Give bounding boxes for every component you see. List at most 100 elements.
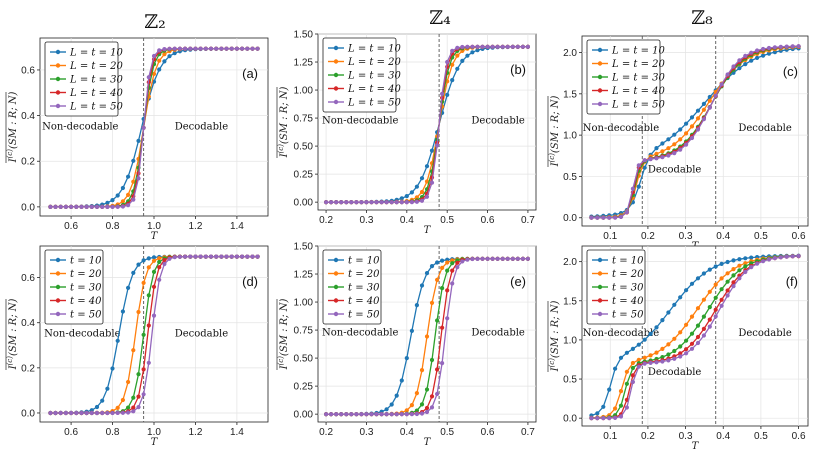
data-point [369, 200, 374, 205]
y-tick-label: 0.5 [563, 375, 577, 386]
data-point [666, 153, 671, 158]
legend-entry: L = t = 20 [347, 57, 401, 68]
data-point [618, 214, 624, 219]
y-tick-label: 0.0 [563, 414, 577, 425]
data-point [701, 117, 707, 122]
data-point [725, 293, 730, 298]
data-point [713, 264, 718, 269]
data-point [475, 44, 480, 49]
data-point [424, 194, 430, 199]
data-point [414, 195, 419, 200]
data-point [766, 51, 772, 56]
legend-entry: t = 20 [348, 269, 380, 280]
legend-marker [55, 49, 61, 55]
x-tick-label: 0.2 [319, 215, 333, 226]
data-point [450, 62, 455, 67]
data-point [713, 93, 718, 98]
y-tick-label: 0.00 [294, 198, 314, 209]
x-tick-label: 0.4 [400, 427, 414, 438]
legend-box [44, 41, 119, 117]
data-point [749, 265, 754, 270]
legend-marker [55, 103, 61, 109]
data-point [660, 155, 665, 160]
data-point [89, 410, 94, 416]
data-point [450, 258, 455, 263]
y-axis-label: I(c)(SM : R; N) [548, 96, 561, 168]
data-point [245, 254, 250, 259]
legend-marker [597, 74, 603, 80]
x-tick-label: 0.4 [716, 431, 730, 442]
data-point [146, 265, 151, 270]
data-point [701, 333, 707, 338]
y-tick-label: 1.0 [563, 131, 577, 142]
data-point [435, 391, 440, 397]
legend-entry: L = t = 20 [611, 59, 665, 70]
region-label: Non-decodable [44, 328, 120, 339]
legend: t = 10 t = 20 t = 30 t = 40 t = 50 [322, 249, 382, 325]
data-point [719, 297, 724, 302]
data-point [636, 163, 641, 168]
data-point [701, 101, 707, 106]
data-point [630, 365, 636, 371]
data-point [684, 142, 689, 147]
y-axis-label: I(c)(SM : R; N) [548, 301, 561, 373]
data-point [404, 412, 409, 417]
data-point [737, 268, 742, 273]
legend: L = t = 10 L = t = 20 L = t = 30 L = t = 40… [586, 39, 665, 115]
data-point [654, 360, 659, 365]
data-point [424, 164, 430, 169]
data-point [399, 196, 404, 201]
data-point [146, 360, 151, 365]
data-point [624, 369, 630, 374]
data-point [240, 254, 245, 259]
panel-c: 0.10.20.30.40.50.60.00.51.01.52.0TI(c)(S… [547, 35, 809, 252]
data-point [595, 215, 600, 220]
x-tick-label: 1.2 [189, 427, 203, 438]
y-tick-label: 0.75 [294, 326, 314, 337]
data-point [731, 273, 736, 278]
legend-entry: L = t = 10 [347, 44, 401, 55]
data-point [630, 373, 636, 378]
data-point [624, 381, 630, 386]
data-point [672, 151, 677, 156]
data-point [136, 405, 141, 410]
data-point [666, 352, 671, 357]
data-point [743, 269, 748, 275]
data-point [630, 186, 636, 191]
data-point [394, 412, 399, 417]
data-point [58, 204, 63, 209]
data-point [455, 53, 460, 58]
data-point [601, 215, 606, 220]
data-point [766, 45, 772, 51]
data-point [684, 121, 689, 126]
data-point [595, 411, 600, 416]
data-point [69, 410, 74, 416]
data-point [607, 416, 612, 421]
legend-box [586, 39, 661, 115]
region-label: Decodable [738, 328, 792, 339]
data-point [725, 279, 730, 284]
legend-marker [597, 284, 603, 290]
data-point [731, 267, 736, 272]
x-tick-label: 0.5 [754, 231, 768, 242]
data-point [654, 146, 659, 151]
data-point [157, 48, 162, 53]
data-point [126, 379, 131, 385]
data-point [707, 289, 712, 294]
data-point [53, 410, 58, 416]
data-point [172, 46, 177, 51]
panel-label: (f) [786, 274, 798, 289]
data-point [440, 265, 445, 270]
data-point [695, 127, 701, 132]
data-point [136, 138, 141, 143]
data-point [684, 338, 689, 343]
x-tick-label: 0.5 [440, 215, 454, 226]
legend-entry: t = 10 [348, 256, 380, 267]
data-point [642, 355, 647, 360]
x-tick-label: 1.0 [147, 221, 161, 232]
data-point [475, 48, 480, 53]
data-point [374, 412, 379, 417]
y-tick-label: 0.4 [21, 318, 35, 329]
data-point [500, 44, 505, 49]
data-point [589, 416, 594, 421]
